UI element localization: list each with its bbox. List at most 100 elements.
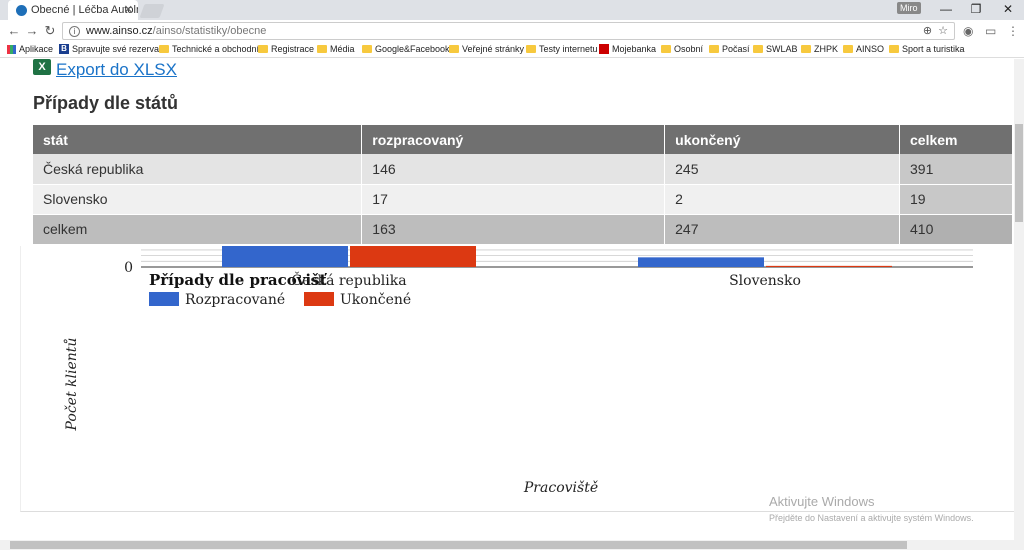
bookmark-item[interactable]: Sport a turistika xyxy=(889,44,965,54)
chart-legend: Rozpracované Ukončené xyxy=(149,292,411,308)
menu-dots-icon[interactable]: ⋮ xyxy=(1007,24,1019,38)
workplace-bar-chart: Případy dle pracovišť Rozpracované Ukonče… xyxy=(63,246,973,496)
table-cell: 247 xyxy=(664,214,901,245)
close-window-icon[interactable]: ✕ xyxy=(1002,2,1014,16)
table-header-row: stát rozpracovaný ukončený celkem xyxy=(33,125,1013,154)
watermark-line-1: Aktivujte Windows xyxy=(769,494,875,509)
folder-icon xyxy=(317,45,327,53)
browser-title-bar: Obecné | Léčba Autolmu ✕ Miro — ❐ ✕ xyxy=(0,0,1024,20)
bookmark-item[interactable]: Osobní xyxy=(661,44,703,54)
x-tick-label: Slovensko xyxy=(729,273,801,289)
table-row: Slovensko 17 2 19 xyxy=(33,184,1013,215)
bookmark-item[interactable]: ZHPK xyxy=(801,44,838,54)
bookmark-item[interactable]: Registrace xyxy=(258,44,314,54)
bookmark-star-icon[interactable]: ☆ xyxy=(938,25,948,37)
tab-title: Obecné | Léčba Autolmu xyxy=(31,4,138,16)
extension-icon[interactable]: ◉ xyxy=(963,24,974,38)
bookmark-item[interactable]: AINSO xyxy=(843,44,884,54)
table-total-row: celkem 163 247 410 xyxy=(33,214,1013,245)
table-cell: 17 xyxy=(361,184,666,215)
page-content: X Export do XLSX Případy dle států stát … xyxy=(0,59,1014,540)
column-header: rozpracovaný xyxy=(361,125,666,154)
bookmarks-bar: Aplikace B Spravujte své rezerva Technick… xyxy=(0,42,1024,58)
browser-tab[interactable]: Obecné | Léčba Autolmu ✕ xyxy=(8,0,138,20)
bookmark-item[interactable]: Technické a obchodní xyxy=(159,44,259,54)
bookmark-apps[interactable]: Aplikace xyxy=(7,44,53,54)
new-tab-button[interactable] xyxy=(139,4,165,18)
folder-icon xyxy=(526,45,536,53)
cast-icon[interactable]: ▭ xyxy=(985,24,997,38)
folder-icon xyxy=(661,45,671,53)
y-tick-label: 50 xyxy=(115,246,133,248)
column-header: stát xyxy=(33,125,363,154)
table-cell: 146 xyxy=(361,154,666,185)
section-title: Případy dle států xyxy=(33,93,179,113)
export-xlsx-link[interactable]: Export do XLSX xyxy=(56,60,177,79)
horizontal-scroll-thumb[interactable] xyxy=(10,541,907,549)
table-cell: 391 xyxy=(899,154,1013,185)
bank-icon xyxy=(599,44,609,54)
folder-icon xyxy=(709,45,719,53)
bookmark-item[interactable]: Veřejné stránky xyxy=(449,44,524,54)
column-header: celkem xyxy=(899,125,1013,154)
folder-icon xyxy=(843,45,853,53)
table-cell: 410 xyxy=(899,214,1013,245)
table-cell: 19 xyxy=(899,184,1013,215)
forward-arrow-icon[interactable]: → xyxy=(25,23,39,38)
chart-panel: Případy dle pracovišť Rozpracované Ukonče… xyxy=(20,246,1014,512)
bookmark-item[interactable]: Google&Facebook xyxy=(362,44,450,54)
user-profile-badge[interactable]: Miro xyxy=(897,2,921,14)
site-info-icon[interactable]: i xyxy=(69,25,80,37)
folder-icon xyxy=(159,45,169,53)
vertical-scroll-thumb[interactable] xyxy=(1015,124,1023,222)
folder-icon xyxy=(362,45,372,53)
chart-bars xyxy=(222,246,892,267)
watermark-line-2: Přejděte do Nastavení a aktivujte systém… xyxy=(769,513,974,523)
table-cell: 163 xyxy=(361,214,666,245)
reload-icon[interactable]: ↻ xyxy=(44,23,56,38)
folder-icon xyxy=(801,45,811,53)
url-host: www.ainso.cz xyxy=(86,25,153,37)
back-arrow-icon[interactable]: ← xyxy=(7,23,21,38)
chart-x-axis: Česká republika Slovensko xyxy=(291,271,800,289)
vertical-scrollbar[interactable] xyxy=(1014,59,1024,540)
states-table: stát rozpracovaný ukončený celkem Česká … xyxy=(33,125,1013,245)
bar-rozpracovane[interactable] xyxy=(638,257,764,267)
bookmark-item[interactable]: Počasí xyxy=(709,44,750,54)
column-header: ukončený xyxy=(664,125,901,154)
y-axis-title: Počet klientů xyxy=(63,338,80,432)
url-path: /ainso/statistiky/obecne xyxy=(152,25,267,37)
table-row: Česká republika 146 245 391 xyxy=(33,154,1013,185)
bookmark-item[interactable]: Testy internetu xyxy=(526,44,598,54)
bookmark-item[interactable]: Mojebanka xyxy=(599,44,656,54)
bar-rozpracovane[interactable] xyxy=(222,246,348,267)
apps-grid-icon xyxy=(7,44,16,54)
bar-ukoncene[interactable] xyxy=(766,265,892,267)
bookmark-item[interactable]: Média xyxy=(317,44,355,54)
zoom-icon[interactable]: ⊕ xyxy=(922,25,933,37)
table-cell: 2 xyxy=(664,184,901,215)
legend-label: Ukončené xyxy=(340,292,411,308)
excel-icon[interactable]: X xyxy=(33,59,51,75)
x-tick-label: Česká republika xyxy=(291,271,406,289)
tab-close-icon[interactable]: ✕ xyxy=(123,4,133,16)
legend-label: Rozpracované xyxy=(185,292,285,308)
folder-icon xyxy=(449,45,459,53)
bookmark-item[interactable]: SWLAB xyxy=(753,44,798,54)
table-cell: celkem xyxy=(33,214,363,245)
legend-swatch xyxy=(304,292,334,306)
folder-icon xyxy=(258,45,268,53)
x-axis-title: Pracoviště xyxy=(523,480,598,496)
address-bar[interactable]: i www.ainso.cz/ainso/statistiky/obecne ⊕… xyxy=(62,22,955,40)
bar-ukoncene[interactable] xyxy=(350,246,476,267)
maximize-icon[interactable]: ❐ xyxy=(970,2,982,16)
bookmark-item[interactable]: B Spravujte své rezerva xyxy=(59,44,159,54)
horizontal-scrollbar[interactable] xyxy=(0,540,1024,550)
site-favicon-icon xyxy=(16,4,27,16)
windows-activation-watermark: Aktivujte Windows Přejděte do Nastavení … xyxy=(769,494,974,523)
table-cell: Česká republika xyxy=(33,154,363,185)
y-tick-label: 0 xyxy=(124,260,133,276)
folder-icon xyxy=(753,45,763,53)
minimize-icon[interactable]: — xyxy=(940,2,952,16)
table-cell: Slovensko xyxy=(33,184,363,215)
